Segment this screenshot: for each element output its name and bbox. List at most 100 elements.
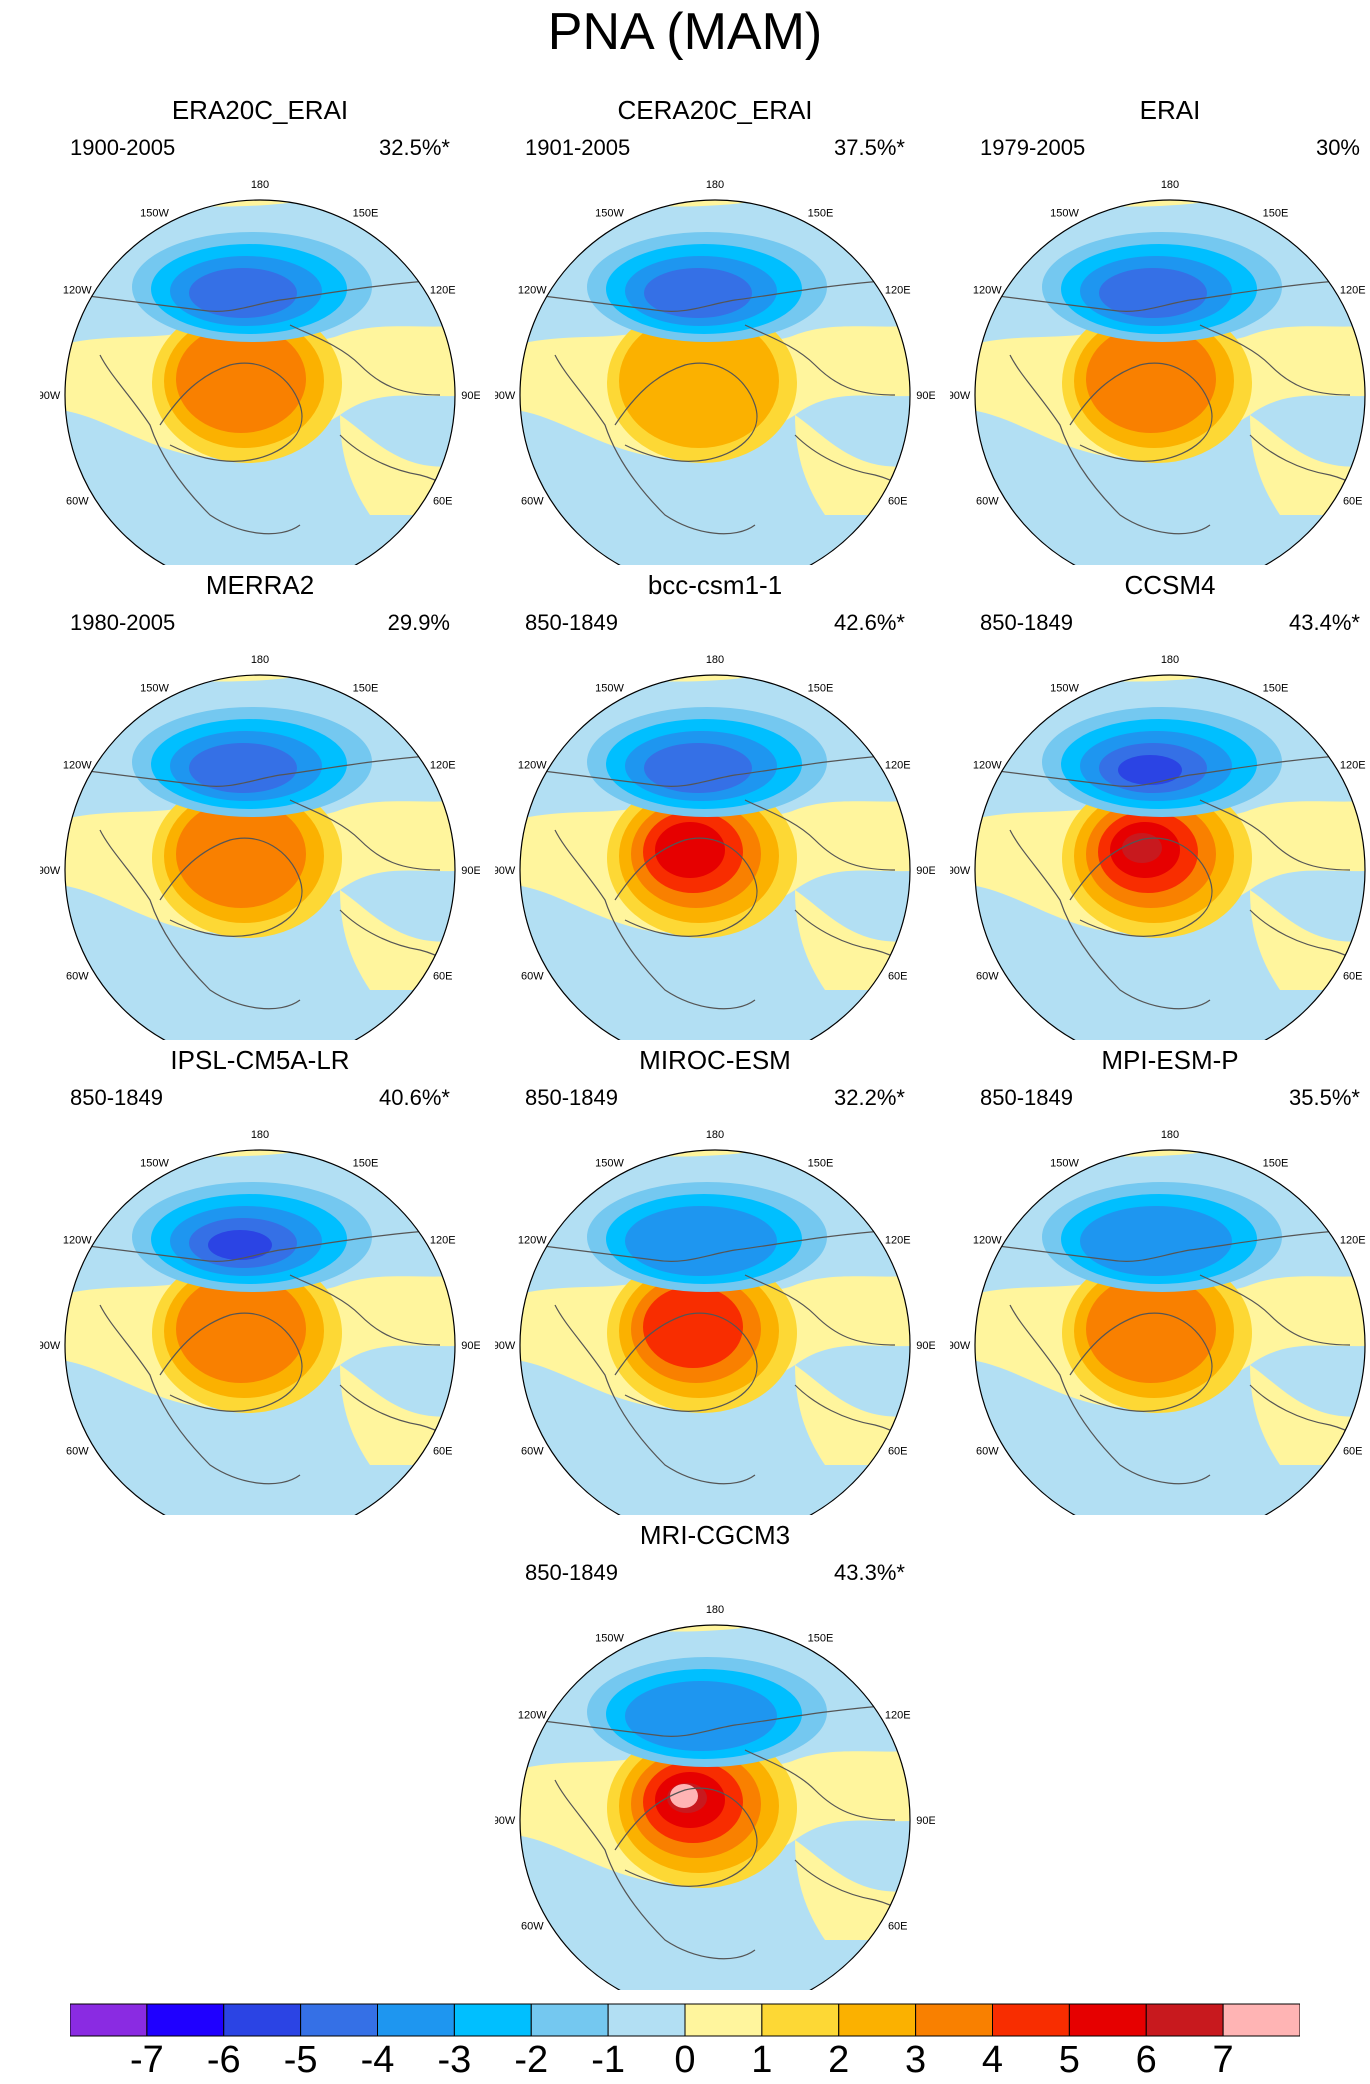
longitude-label: 180 — [706, 1129, 724, 1141]
coastline — [289, 799, 441, 871]
coastline — [1199, 799, 1351, 871]
colorbar-box — [300, 2003, 378, 2037]
map-panel: 180150E120E90E60E30E030W60W90W120W150WME… — [40, 570, 480, 1040]
panel-title: MRI-CGCM3 — [639, 1520, 791, 1550]
figure-title: PNA (MAM) — [547, 3, 823, 61]
longitude-label: 90W — [950, 1340, 971, 1352]
panel-title: bcc-csm1-1 — [647, 570, 783, 600]
longitude-label: 120E — [1340, 1235, 1366, 1247]
colorbar-tick-label: -2 — [514, 2039, 549, 2081]
panel-title: CERA20C_ERAI — [617, 95, 813, 125]
longitude-label: 180 — [1161, 179, 1179, 191]
negative-contour-level — [644, 743, 752, 793]
variance-label: 37.5%* — [834, 135, 905, 160]
coastline — [614, 837, 758, 937]
coastline — [554, 1304, 756, 1485]
longitude-label: 60E — [1343, 496, 1363, 508]
longitude-label: 120W — [518, 760, 547, 772]
negative-contour-level — [1080, 1206, 1232, 1276]
map-panel: 180150E120E90E60E30E030W60W90W120W150WMR… — [495, 1520, 935, 1990]
longitude-label: 150W — [1050, 682, 1079, 694]
longitude-label: 120E — [885, 1235, 911, 1247]
coastline — [99, 1304, 301, 1485]
longitude-label: 60W — [521, 971, 544, 983]
negative-contour-level — [1099, 268, 1207, 318]
longitude-label: 150E — [808, 682, 834, 694]
longitude-label: 120E — [430, 285, 456, 297]
longitude-label: 150E — [808, 207, 834, 219]
longitude-label: 90W — [950, 865, 971, 877]
map-panel: 180150E120E90E60E30E030W60W90W120W150W ER… — [950, 95, 1370, 565]
map-border — [64, 199, 456, 565]
colorbar-tick-label: -6 — [206, 2039, 241, 2081]
coastline — [614, 1312, 758, 1412]
variance-label: 30% — [1315, 135, 1360, 160]
longitude-label: 90W — [40, 865, 61, 877]
longitude-label: 60W — [66, 1446, 89, 1458]
longitude-label: 120E — [885, 1710, 911, 1722]
coastline — [99, 829, 301, 1010]
longitude-label: 60W — [976, 496, 999, 508]
coastline — [534, 279, 896, 312]
coastline — [744, 324, 896, 396]
positive-contour-level — [176, 800, 306, 908]
map-panel: 180150E120E90E60E30E030W60W90W120W150WMP… — [950, 1045, 1370, 1515]
positive-contour-level — [643, 1286, 743, 1368]
longitude-label: 150E — [808, 1157, 834, 1169]
coastline — [1009, 829, 1211, 1010]
period-label: 850-1849 — [525, 1560, 618, 1585]
polar-map: 180150E120E90E60E30E030W60W90W120W150W — [40, 179, 480, 565]
variance-label: 35.5%* — [1289, 1085, 1360, 1110]
coastline — [534, 754, 896, 787]
longitude-label: 60E — [888, 971, 908, 983]
longitude-label: 90E — [461, 1340, 480, 1352]
coastline — [744, 1274, 896, 1346]
panel-title: IPSL-CM5A-LR — [170, 1045, 350, 1075]
variance-label: 40.6%* — [379, 1085, 450, 1110]
longitude-label: 60W — [521, 1446, 544, 1458]
map-panel: 180150E120E90E60E30E030W60W90W120W150WCC… — [950, 570, 1370, 1040]
period-label: 850-1849 — [525, 1085, 618, 1110]
negative-contour-level — [625, 1206, 777, 1276]
longitude-label: 60E — [433, 1446, 453, 1458]
coastline — [79, 1229, 441, 1262]
longitude-label: 120W — [973, 1235, 1002, 1247]
longitude-label: 150E — [808, 1632, 834, 1644]
longitude-label: 150W — [140, 682, 169, 694]
variance-label: 29.9% — [387, 610, 450, 635]
colorbar-tick-label: -1 — [591, 2039, 626, 2081]
colorbar-tick-label: 4 — [981, 2039, 1004, 2081]
map-panel: 180150E120E90E60E30E030W60W90W120W150WMI… — [495, 1045, 935, 1515]
colorbar-tick-label: 3 — [905, 2039, 927, 2081]
longitude-label: 90E — [916, 390, 935, 402]
colorbar-box — [684, 2003, 763, 2037]
colorbar-box — [1068, 2003, 1147, 2037]
colorbar — [70, 2003, 1300, 2037]
panel-title: ERA20C_ERAI — [171, 95, 349, 125]
longitude-label: 120E — [885, 760, 911, 772]
coastline — [1069, 362, 1213, 462]
coastline — [554, 354, 756, 535]
panel-title: MERRA2 — [205, 570, 315, 600]
coastline — [79, 754, 441, 787]
colorbar-tick-label: 6 — [1135, 2039, 1157, 2081]
variance-label: 32.5%* — [379, 135, 450, 160]
panel-title: ERAI — [1139, 95, 1201, 125]
colorbar-box — [530, 2003, 609, 2037]
colorbar-tick-label: -5 — [283, 2039, 318, 2081]
longitude-label: 60E — [1343, 971, 1363, 983]
map-panel: 180150E120E90E60E30E030W60W90W120W150W ER… — [40, 95, 480, 565]
panel-title: MPI-ESM-P — [1101, 1045, 1239, 1075]
coastline — [159, 1312, 303, 1412]
negative-contour-level — [1118, 755, 1182, 785]
longitude-label: 120E — [430, 760, 456, 772]
polar-map: 180150E120E90E60E30E030W60W90W120W150W — [950, 179, 1366, 565]
map-border — [974, 1149, 1366, 1515]
longitude-label: 180 — [1161, 654, 1179, 666]
period-label: 1980-2005 — [70, 610, 176, 635]
coastline — [614, 1787, 758, 1887]
coastline — [1199, 324, 1351, 396]
period-label: 850-1849 — [525, 610, 618, 635]
colorbar-tick-label: -3 — [437, 2039, 472, 2081]
variance-label: 32.2%* — [834, 1085, 905, 1110]
